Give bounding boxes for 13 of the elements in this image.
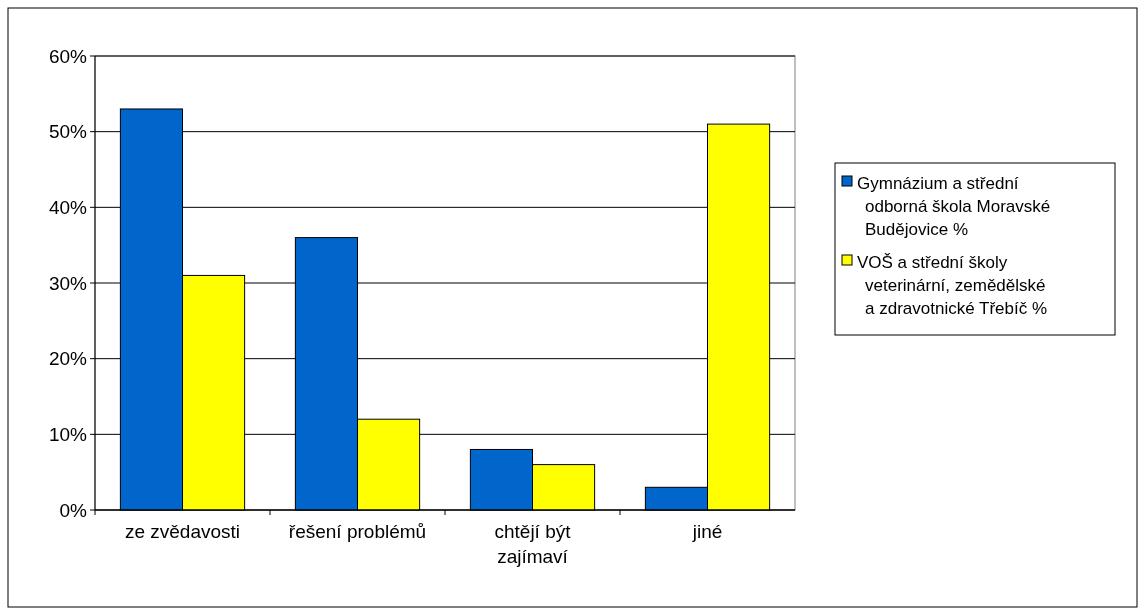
y-tick-label: 50%	[48, 121, 88, 143]
x-tick-label: jiné	[691, 521, 723, 542]
x-tick-label: řešení problémů	[288, 521, 427, 542]
x-tick-label: ze zvědavosti	[124, 521, 241, 542]
legend-label: Gymnázium a střední odborná škola Moravské Budějovice %	[857, 173, 1051, 239]
x-tick-label: chtějí být zajímaví	[494, 521, 572, 567]
y-tick-label: 10%	[48, 423, 88, 445]
legend-label: VOŠ a střední školy veterinární, zemědělské a zdravotnické Třebíč %	[857, 252, 1048, 318]
y-tick-label: 20%	[48, 348, 88, 370]
y-tick-label: 60%	[48, 45, 88, 67]
y-tick-label: 40%	[48, 196, 88, 218]
y-tick-label: 30%	[48, 272, 88, 294]
y-tick-label: 0%	[59, 499, 88, 521]
